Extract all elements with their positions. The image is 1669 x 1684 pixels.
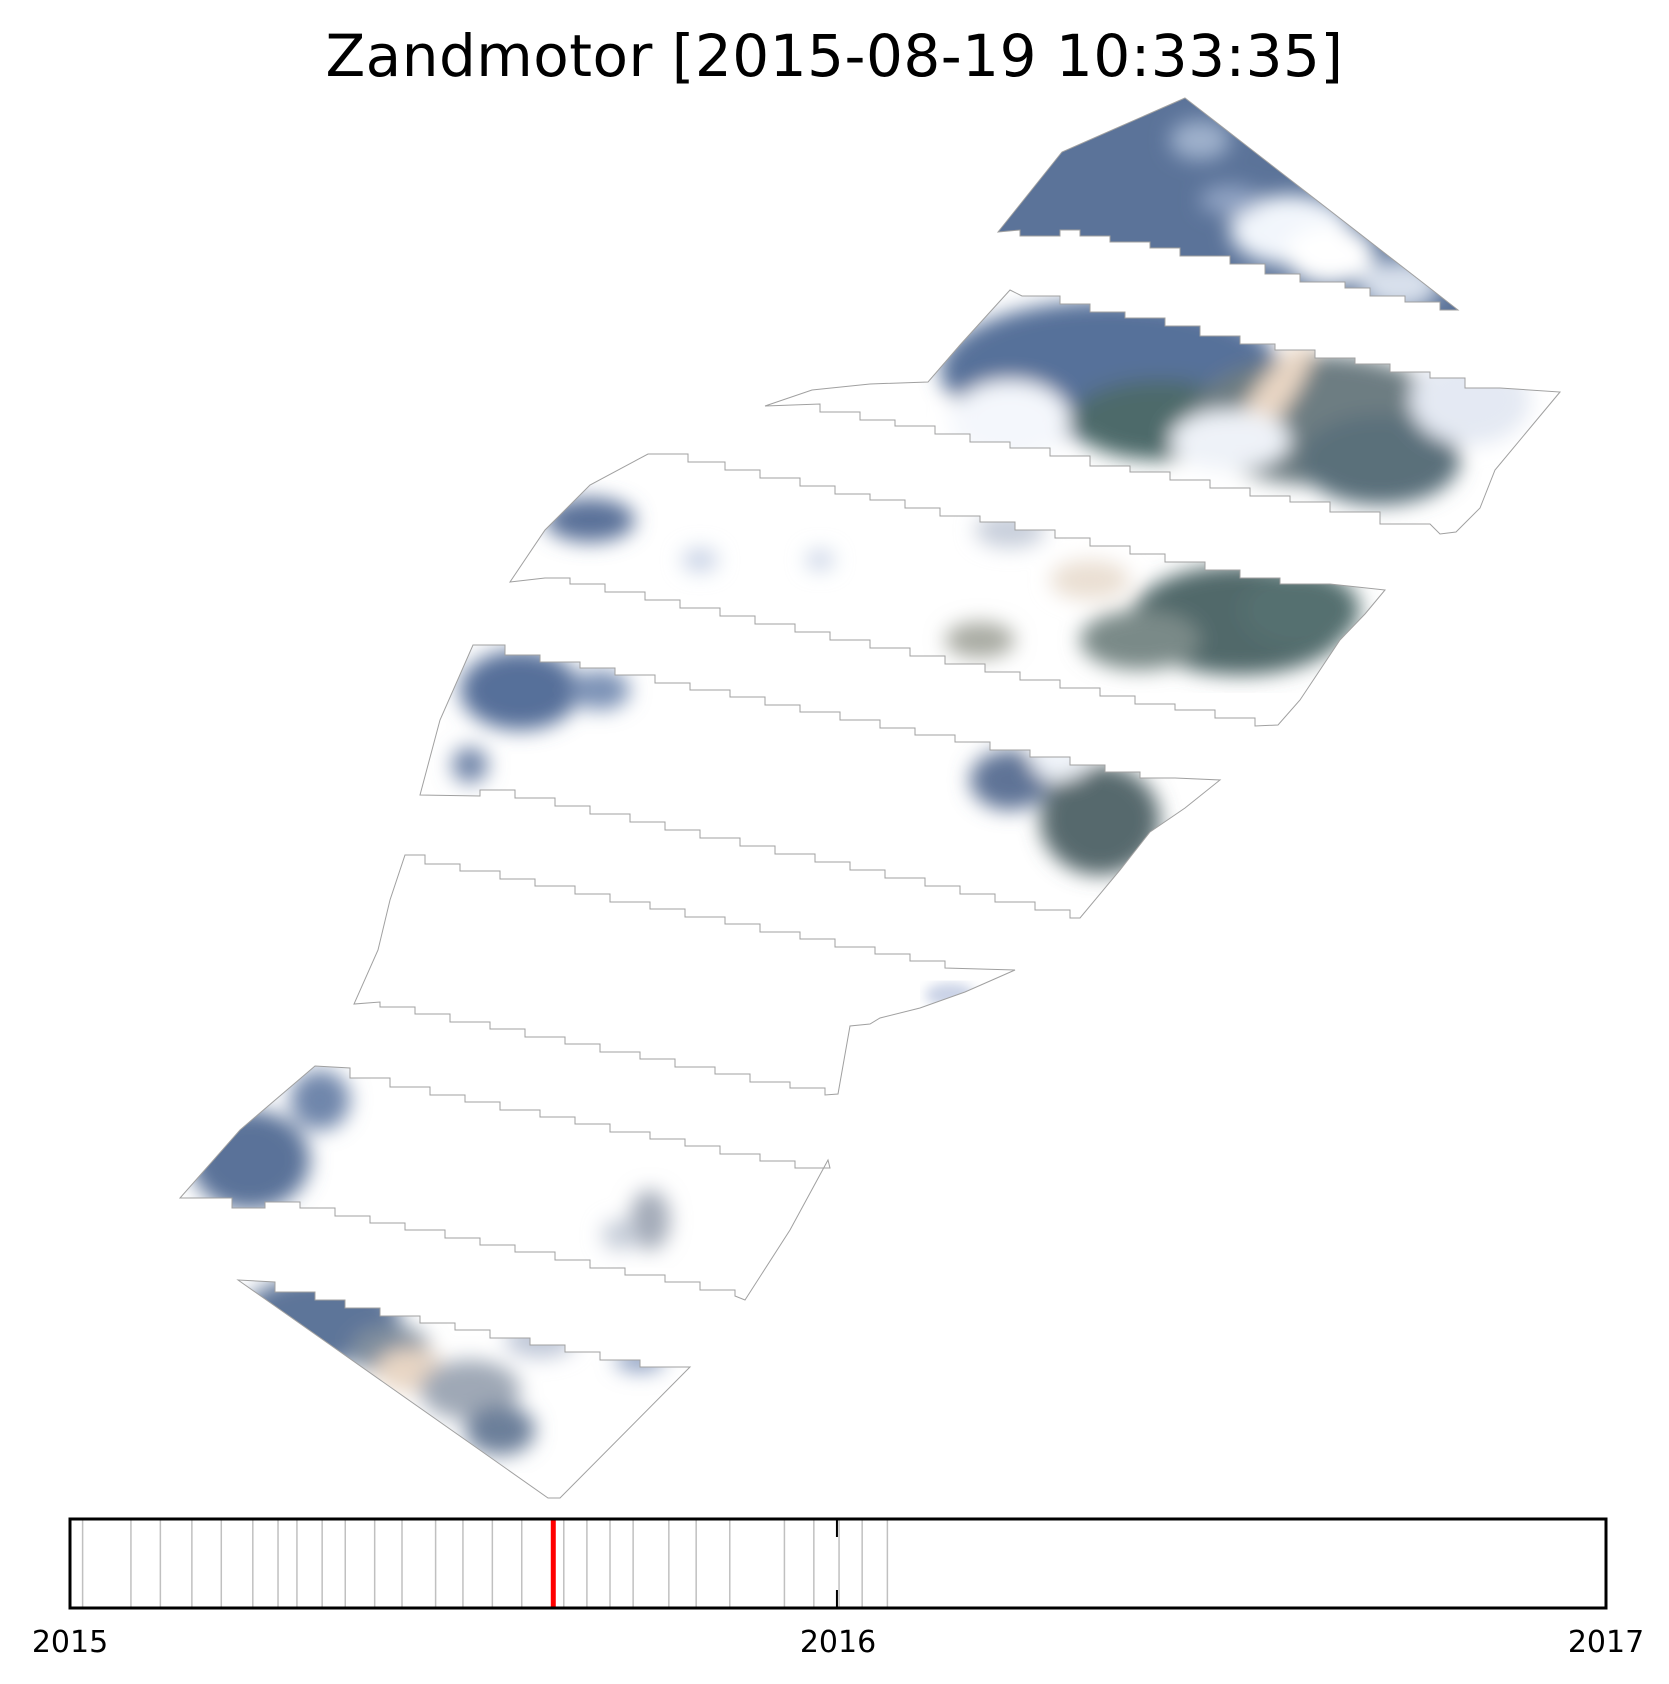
tick-label-2016: 2016: [800, 1625, 876, 1660]
image-strip-5-outline: [353, 854, 1016, 1096]
timeline-marks: [81, 1519, 889, 1608]
image-strip-3-outline: [508, 453, 1386, 727]
image-strip-1-outline: [996, 97, 1460, 311]
satellite-image: [178, 97, 1562, 1499]
image-strip-7-outline: [236, 1279, 692, 1499]
figure-title: Zandmotor [2015-08-19 10:33:35]: [325, 22, 1344, 90]
image-strip-4-outline: [419, 644, 1222, 919]
tick-label-2017: 2017: [1568, 1625, 1644, 1660]
timeline-frame: [68, 1517, 1608, 1610]
image-strip-6-outline: [178, 1065, 831, 1301]
image-strip-2-outline: [764, 289, 1562, 535]
tick-label-2015: 2015: [32, 1625, 108, 1660]
